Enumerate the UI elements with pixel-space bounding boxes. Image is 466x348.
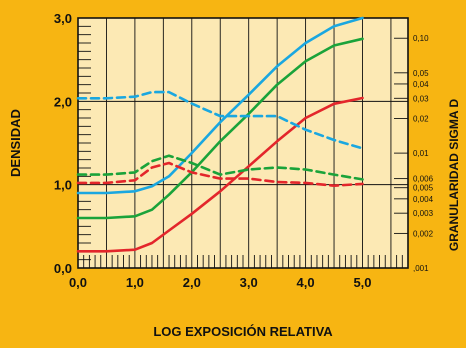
granularity-line-5: [76, 161, 364, 187]
y2-tick-label: 0,05: [413, 69, 429, 78]
x-tick-label: 1,0: [126, 275, 144, 290]
y-tick-label: 3,0: [54, 11, 72, 26]
y2-tick-label: ,001: [413, 264, 429, 273]
y2-tick-label: 0,003: [413, 209, 434, 218]
y-axis-title: DENSIDAD: [8, 109, 23, 177]
x-tick-label: 4,0: [297, 275, 315, 290]
y2-tick-label: 0,10: [413, 34, 429, 43]
x-tick-label: 5,0: [353, 275, 371, 290]
x-tick-label: 0,0: [69, 275, 87, 290]
density-line-1: [76, 37, 364, 220]
density-line-0: [76, 16, 364, 195]
y2-tick-label: 0,006: [413, 175, 434, 184]
x-tick-label: 3,0: [240, 275, 258, 290]
y2-tick-label: 0,005: [413, 184, 434, 193]
y2-tick-label: 0,04: [413, 80, 429, 89]
y2-axis-title: GRANULARIDAD SIGMA D: [447, 99, 461, 252]
granularity-line-4: [76, 154, 364, 181]
density-line-2: [76, 96, 364, 253]
y2-tick-label: 0,01: [413, 149, 429, 158]
y2-tick-label: 0,02: [413, 115, 429, 124]
x-axis-title: LOG EXPOSICIÓN RELATIVA: [153, 324, 333, 339]
y2-tick-label: 0,002: [413, 229, 434, 238]
y-tick-label: 2,0: [54, 94, 72, 109]
y2-tick-label: 0,03: [413, 94, 429, 103]
x-tick-label: 2,0: [183, 275, 201, 290]
y-tick-label: 0,0: [54, 261, 72, 276]
plot-area: [77, 17, 409, 269]
tick-labels: 0,0 1,0 2,0 3,0 4,0 5,0 0,0 1,0 2,0 3,0 ,001 0,002 0…: [54, 11, 434, 290]
granularity-line-3: [76, 90, 364, 150]
y-tick-label: 1,0: [54, 178, 72, 193]
y2-tick-label: 0,004: [413, 195, 434, 204]
ticks: [78, 25, 408, 269]
series-lines: [76, 16, 364, 253]
